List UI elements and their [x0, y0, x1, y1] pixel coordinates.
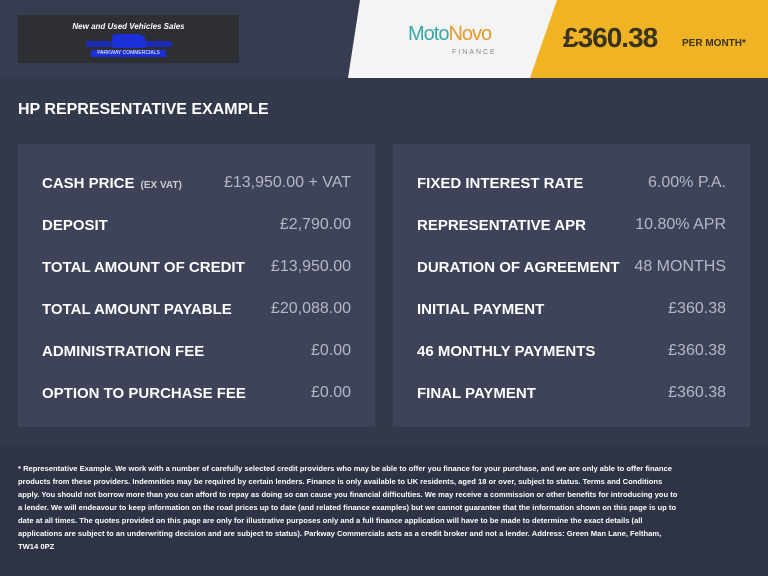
row-label: ADMINISTRATION FEE [42, 343, 204, 360]
finance-row: REPRESENTATIVE APR 10.80% APR [417, 213, 726, 237]
per-month-label: PER MONTH* [682, 38, 746, 49]
finance-row: DEPOSIT £2,790.00 [42, 213, 351, 237]
page-title: HP REPRESENTATIVE EXAMPLE [18, 101, 269, 118]
disclaimer-text: * Representative Example. We work with a… [18, 464, 678, 551]
row-value: 6.00% P.A. [648, 174, 726, 191]
motonovo-logo: MotoNovo [408, 22, 492, 46]
finance-row: OPTION TO PURCHASE FEE £0.00 [42, 381, 351, 405]
finance-row: FIXED INTEREST RATE 6.00% P.A. [417, 171, 726, 195]
label-text: DEPOSIT [42, 216, 108, 234]
row-label: 46 MONTHLY PAYMENTS [417, 343, 595, 360]
right-panel: FIXED INTEREST RATE 6.00% P.A. REPRESENTAT… [393, 144, 750, 427]
label-text: ADMINISTRATION FEE [42, 342, 205, 360]
label-text: CASH PRICE [42, 174, 135, 192]
row-label: FIXED INTEREST RATE [417, 175, 583, 192]
row-value: £360.38 [668, 384, 726, 401]
label-text: REPRESENTATIVE APR [417, 216, 586, 234]
row-label: TOTAL AMOUNT PAYABLE [42, 301, 232, 318]
finance-row: FINAL PAYMENT £360.38 [417, 381, 726, 405]
left-panel: CASH PRICE (EX VAT) £13,950.00 + VAT DEPOSI… [18, 144, 375, 427]
finance-row: 46 MONTHLY PAYMENTS £360.38 [417, 339, 726, 363]
van-icon [111, 33, 146, 48]
finance-row: CASH PRICE (EX VAT) £13,950.00 + VAT [42, 171, 351, 195]
label-text: FINAL PAYMENT [417, 384, 536, 402]
row-value: £13,950.00 + VAT [223, 174, 351, 191]
row-value: £360.38 [668, 342, 726, 359]
label-text: INITIAL PAYMENT [417, 300, 545, 318]
monthly-price: £360.38 [563, 22, 658, 53]
row-value: 10.80% APR [635, 216, 726, 233]
finance-row: TOTAL AMOUNT PAYABLE £20,088.00 [42, 297, 351, 321]
footer: * Representative Example. We work with a… [0, 445, 768, 576]
motonovo-finance-text: FINANCE [452, 49, 497, 56]
row-label: TOTAL AMOUNT OF CREDIT [42, 259, 245, 276]
finance-brand-panel [348, 0, 558, 78]
label-note: (EX VAT) [140, 179, 182, 191]
finance-row: ADMINISTRATION FEE £0.00 [42, 339, 351, 363]
row-label: DURATION OF AGREEMENT [417, 259, 620, 276]
row-label: DEPOSIT [42, 217, 108, 234]
finance-row: DURATION OF AGREEMENT 48 MONTHS [417, 255, 726, 279]
dealer-logo[interactable]: New and Used Vehicles Sales PARKWAY COMM… [18, 15, 239, 63]
row-label: INITIAL PAYMENT [417, 301, 544, 318]
logo-text: New and Used Vehicles Sales [72, 21, 185, 31]
logo-subtext: PARKWAY COMMERCIALS [91, 49, 166, 57]
label-text: TOTAL AMOUNT PAYABLE [42, 300, 232, 318]
logo-novo: Novo [448, 23, 492, 45]
finance-row: INITIAL PAYMENT £360.38 [417, 297, 726, 321]
row-value: £2,790.00 [279, 216, 351, 233]
label-text: TOTAL AMOUNT OF CREDIT [42, 258, 245, 276]
row-label: CASH PRICE (EX VAT) [42, 175, 182, 192]
price-panel [530, 0, 768, 78]
row-label: FINAL PAYMENT [417, 385, 536, 402]
row-value: £13,950.00 [270, 258, 351, 275]
label-text: FIXED INTEREST RATE [417, 174, 584, 192]
row-value: £360.38 [668, 300, 726, 317]
row-label: OPTION TO PURCHASE FEE [42, 385, 246, 402]
row-value: £0.00 [310, 384, 351, 401]
row-value: £0.00 [310, 342, 351, 359]
finance-row: TOTAL AMOUNT OF CREDIT £13,950.00 [42, 255, 351, 279]
logo-moto: Moto [408, 23, 449, 45]
label-text: 46 MONTHLY PAYMENTS [417, 342, 596, 360]
label-text: OPTION TO PURCHASE FEE [42, 384, 246, 402]
label-text: DURATION OF AGREEMENT [417, 258, 620, 276]
row-label: REPRESENTATIVE APR [417, 217, 586, 234]
row-value: 48 MONTHS [634, 258, 726, 275]
row-value: £20,088.00 [270, 300, 351, 317]
header: New and Used Vehicles Sales PARKWAY COMM… [0, 0, 768, 78]
